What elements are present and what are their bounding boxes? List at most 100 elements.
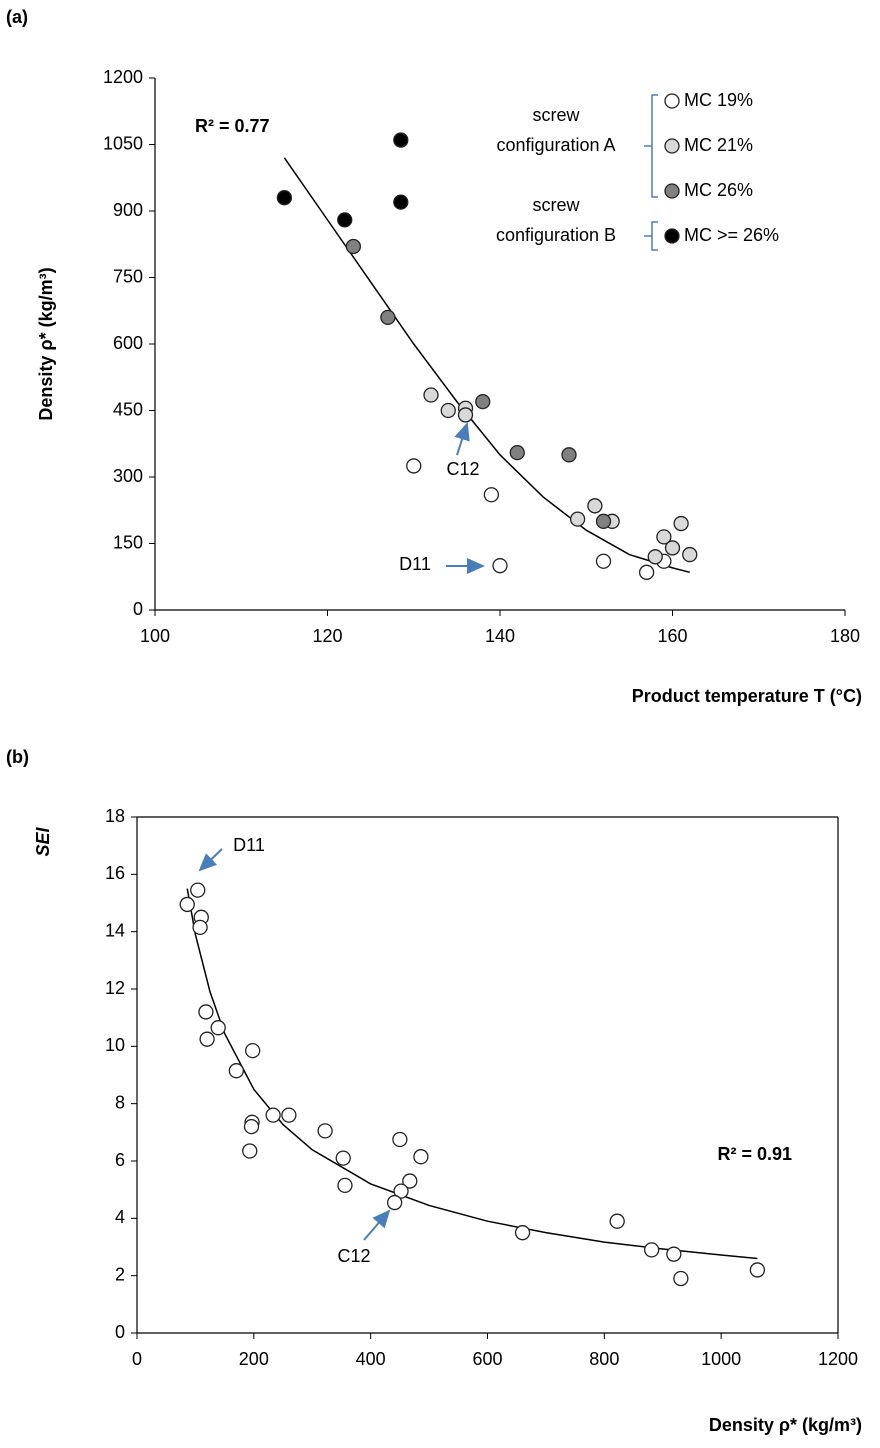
data-point [386,1194,403,1211]
data-point [673,515,689,532]
data-point [673,1270,689,1287]
data-point [392,1131,408,1148]
legend-bracket [651,94,658,198]
annotation: C12 [337,1246,370,1266]
data-point [337,212,353,228]
data-point [179,896,195,913]
data-point [345,238,362,255]
legend-marker [664,228,680,244]
data-point [475,393,491,410]
y-tick-label: 450 [113,399,143,419]
legend-group-label: screw [532,195,580,215]
data-point [682,546,698,563]
y-tick-label: 4 [115,1207,125,1227]
r-squared: R² = 0.77 [195,116,270,136]
x-tick-label: 140 [485,626,515,646]
r-squared: R² = 0.91 [717,1144,792,1164]
data-point [664,540,681,556]
y-tick-label: 150 [113,532,143,552]
data-point [647,549,663,565]
x-tick-label: 200 [239,1349,269,1369]
data-point [440,402,456,419]
data-point [245,1042,261,1059]
data-point [595,513,612,529]
x-axis-label: Density ρ* (kg/m³) [709,1415,862,1435]
data-point [192,919,208,936]
data-point [509,444,525,461]
legend-label: MC >= 26% [684,225,779,245]
data-point [561,447,577,463]
data-point [406,458,422,474]
annotation: C12 [446,459,479,479]
annotation-arrow [363,1209,391,1241]
data-point [393,132,409,148]
legend-bracket [651,221,658,251]
legend-group-label: screw [532,105,580,125]
data-point [514,1225,531,1241]
y-tick-label: 0 [115,1322,125,1342]
data-point [317,1123,333,1139]
data-point [644,1242,660,1258]
y-tick-label: 14 [105,920,125,940]
y-axis-label: SEI [33,826,53,856]
data-point [587,498,603,514]
data-point [666,1246,682,1262]
data-point [265,1107,281,1123]
y-tick-label: 1200 [103,67,143,87]
data-point [210,1020,226,1036]
data-point [380,309,396,326]
x-tick-label: 100 [140,626,170,646]
data-point [243,1118,260,1135]
data-point [337,1177,353,1194]
panel-label: (b) [6,747,29,767]
x-tick-label: 120 [312,626,342,646]
y-tick-label: 750 [113,266,143,286]
x-axis-label: Product temperature T (°C) [632,686,862,706]
y-tick-label: 0 [133,599,143,619]
y-tick-label: 12 [105,978,125,998]
data-point [749,1262,766,1278]
y-tick-label: 10 [105,1035,125,1055]
data-point [281,1107,297,1123]
annotation-arrow [454,422,470,456]
x-tick-label: 400 [356,1349,386,1369]
y-tick-label: 2 [115,1264,125,1284]
data-point [242,1143,258,1159]
legend-label: MC 21% [684,135,753,155]
data-point [393,1183,409,1199]
legend-marker [664,183,680,199]
data-point [483,487,500,503]
data-point [423,387,439,403]
x-tick-label: 1200 [818,1349,858,1369]
data-point [276,190,293,206]
data-point [335,1150,351,1166]
data-point [569,511,586,527]
y-tick-label: 300 [113,466,143,486]
data-point [198,1004,214,1020]
y-tick-label: 900 [113,200,143,220]
panel-label: (a) [6,7,28,27]
data-point [656,529,672,545]
legend-marker [664,138,680,154]
y-tick-label: 18 [105,806,125,826]
legend-marker [664,93,680,109]
legend-label: MC 19% [684,90,753,110]
y-tick-label: 16 [105,863,125,883]
data-point [190,882,206,898]
data-point [413,1149,429,1165]
data-point [402,1173,418,1189]
x-tick-label: 180 [830,626,860,646]
data-point [199,1031,215,1047]
y-tick-label: 1050 [103,133,143,153]
x-tick-label: 600 [472,1349,502,1369]
legend-label: MC 26% [684,180,753,200]
annotation: D11 [399,554,431,574]
legend-group-label: configuration B [496,225,616,245]
data-point [638,564,655,580]
data-point [595,553,612,569]
y-tick-label: 8 [115,1092,125,1112]
data-point [492,558,508,574]
data-point [457,407,474,423]
annotation: D11 [233,835,265,855]
